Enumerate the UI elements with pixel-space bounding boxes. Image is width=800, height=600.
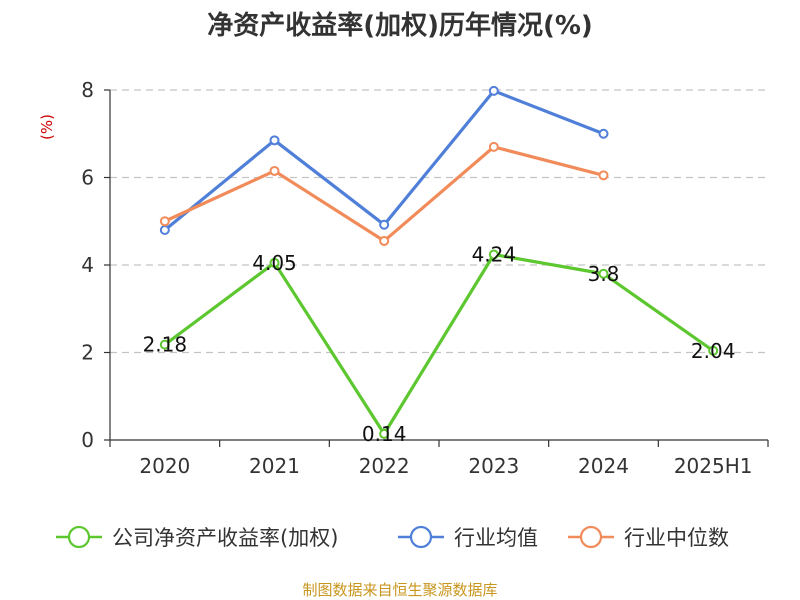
point-2-2021 [269,165,280,176]
y-tick-6: 6 [81,166,94,190]
y-axis-unit: (%) [38,114,56,140]
x-tick-2022: 2022 [359,454,410,478]
source-note: 制图数据来自恒生聚源数据库 [302,581,497,599]
x-tick-2023: 2023 [468,454,519,478]
data-label-2022: 0.14 [362,422,407,446]
legend-label-2: 行业中位数 [624,526,729,550]
point-2-2024 [598,170,609,181]
grid-lines [110,89,768,354]
point-2-2022 [379,235,390,246]
series-2 [159,141,609,246]
legend-swatch-marker-0 [67,525,91,549]
point-2-2020 [159,216,170,227]
point-1-2020 [159,225,170,235]
series-1 [159,85,609,235]
x-tick-2021: 2021 [249,454,300,478]
y-tick-0: 0 [81,428,94,452]
point-1-2021 [269,135,280,146]
data-label-2023: 4.24 [472,243,517,267]
legend-item-1: 行业均值 [398,525,538,550]
y-tick-8: 8 [81,78,94,102]
x-tick-2025H1: 2025H1 [674,454,753,478]
point-1-2022 [379,219,390,230]
y-tick-labels: 0 2 4 6 8 [81,78,94,452]
legend-label-1: 行业均值 [454,526,538,550]
point-0-2022 [379,428,390,439]
point-0-2020 [159,339,170,350]
data-labels: 2.18 4.05 0.14 4.24 3.8 2.04 [143,243,736,446]
series-line-1 [163,89,605,232]
legend-swatch-marker-1 [409,525,433,549]
legend: 公司净资产收益率(加权) 行业均值 行业中位数 [56,525,729,550]
legend-label-0: 公司净资产收益率(加权) [112,526,338,550]
legend-item-2: 行业中位数 [568,525,729,550]
legend-swatch-marker-2 [579,525,603,549]
series-lines [159,85,719,439]
point-0-2025H1 [708,345,719,356]
axes [104,89,769,447]
series-0 [159,249,719,439]
point-1-2023 [488,85,499,96]
x-tick-2024: 2024 [578,454,629,478]
series-line-0 [163,252,715,436]
data-label-2021: 4.05 [252,251,297,275]
data-label-2024: 3.8 [588,262,620,286]
data-label-2025H1: 2.04 [691,339,736,363]
legend-item-0: 公司净资产收益率(加权) [56,525,338,550]
y-tick-4: 4 [81,253,94,277]
point-0-2024 [598,268,609,279]
chart-title: 净资产收益率(加权)历年情况(%) [207,10,593,41]
x-tick-2020: 2020 [139,454,190,478]
data-label-2020: 2.18 [143,333,188,357]
x-tick-labels: 2020 2021 2022 2023 2024 2025H1 [139,454,752,478]
y-tick-2: 2 [81,341,94,365]
point-1-2024 [598,128,609,139]
point-0-2021 [269,257,280,268]
point-2-2023 [488,141,499,152]
point-0-2023 [488,249,499,260]
